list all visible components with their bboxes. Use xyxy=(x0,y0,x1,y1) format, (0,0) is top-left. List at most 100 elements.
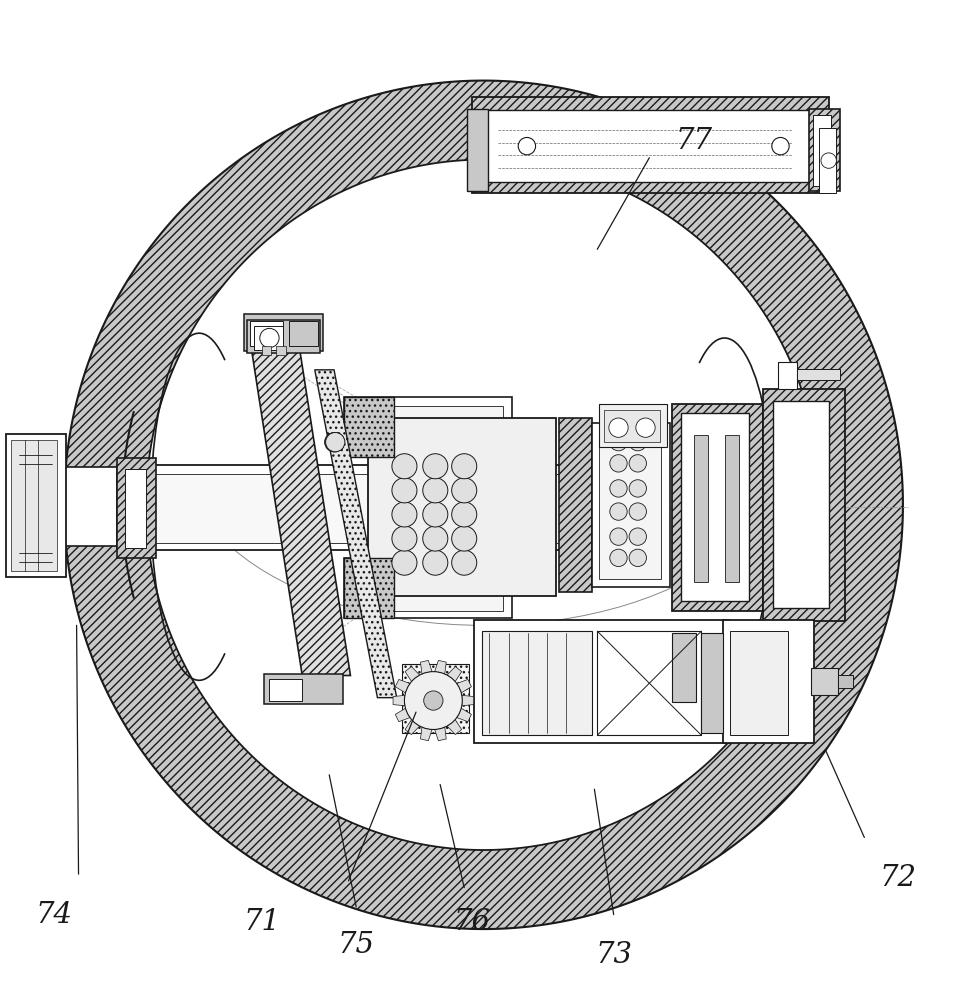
Circle shape xyxy=(630,455,647,472)
Circle shape xyxy=(452,550,477,575)
Circle shape xyxy=(630,503,647,520)
Text: 72: 72 xyxy=(880,864,917,892)
Polygon shape xyxy=(456,708,472,722)
Bar xyxy=(264,674,342,704)
Circle shape xyxy=(260,328,279,348)
Bar xyxy=(270,679,303,701)
Bar xyxy=(262,346,272,355)
Bar xyxy=(559,418,593,592)
Bar xyxy=(350,406,503,450)
Bar xyxy=(600,404,666,447)
Circle shape xyxy=(772,137,789,155)
Polygon shape xyxy=(64,81,903,929)
Bar xyxy=(809,109,840,191)
Circle shape xyxy=(518,137,536,155)
Bar xyxy=(484,110,811,182)
Bar xyxy=(343,397,513,457)
Bar xyxy=(11,440,57,571)
Bar xyxy=(467,109,488,191)
Polygon shape xyxy=(405,720,420,735)
Circle shape xyxy=(392,526,417,551)
Bar xyxy=(474,620,729,743)
Bar xyxy=(28,475,45,540)
Bar xyxy=(701,633,722,733)
Circle shape xyxy=(325,433,344,452)
Bar xyxy=(125,474,653,543)
Circle shape xyxy=(452,502,477,527)
Circle shape xyxy=(452,526,477,551)
Bar xyxy=(367,418,556,596)
Text: 73: 73 xyxy=(595,941,632,969)
Bar xyxy=(248,320,319,353)
Bar xyxy=(593,423,669,587)
Bar xyxy=(604,410,659,442)
Polygon shape xyxy=(421,660,432,674)
Circle shape xyxy=(452,454,477,479)
Bar xyxy=(724,435,739,582)
Bar xyxy=(671,404,763,611)
Text: 71: 71 xyxy=(244,908,280,936)
Circle shape xyxy=(610,480,628,497)
Polygon shape xyxy=(250,341,350,675)
Circle shape xyxy=(630,433,647,451)
Polygon shape xyxy=(396,679,410,693)
Bar xyxy=(125,469,146,548)
Bar xyxy=(681,413,748,601)
Polygon shape xyxy=(421,727,432,741)
Bar xyxy=(598,631,701,735)
Circle shape xyxy=(423,454,448,479)
Bar xyxy=(730,631,788,735)
Circle shape xyxy=(821,153,836,168)
Bar xyxy=(773,401,829,608)
Circle shape xyxy=(610,528,628,545)
Bar xyxy=(472,97,829,193)
Bar xyxy=(277,346,286,355)
Bar xyxy=(6,434,66,577)
Polygon shape xyxy=(447,667,461,682)
Circle shape xyxy=(423,550,448,575)
Polygon shape xyxy=(456,679,472,693)
Bar xyxy=(811,668,838,695)
Bar xyxy=(401,664,469,733)
Circle shape xyxy=(630,549,647,567)
Circle shape xyxy=(423,502,448,527)
Bar xyxy=(693,435,708,582)
Bar xyxy=(350,567,503,611)
Bar xyxy=(40,467,129,546)
Bar xyxy=(819,128,836,193)
Bar xyxy=(813,115,831,186)
Circle shape xyxy=(392,454,417,479)
Circle shape xyxy=(423,526,448,551)
Bar xyxy=(777,362,797,389)
Polygon shape xyxy=(447,720,461,735)
Bar xyxy=(254,326,283,350)
Circle shape xyxy=(392,550,417,575)
Bar xyxy=(117,458,156,558)
Text: 75: 75 xyxy=(337,931,375,959)
Polygon shape xyxy=(393,695,405,706)
Polygon shape xyxy=(396,708,410,722)
Bar xyxy=(482,631,593,735)
Circle shape xyxy=(610,549,628,567)
Bar xyxy=(763,389,845,621)
Circle shape xyxy=(423,478,448,503)
Circle shape xyxy=(452,478,477,503)
Bar xyxy=(250,321,283,346)
Bar xyxy=(797,369,840,380)
Circle shape xyxy=(392,478,417,503)
Bar xyxy=(343,558,394,618)
Text: 74: 74 xyxy=(36,901,73,929)
Circle shape xyxy=(325,433,344,452)
Text: 76: 76 xyxy=(454,908,490,936)
Circle shape xyxy=(392,502,417,527)
Circle shape xyxy=(630,528,647,545)
Circle shape xyxy=(610,455,628,472)
Bar xyxy=(671,633,695,702)
Circle shape xyxy=(424,691,443,710)
Bar xyxy=(289,321,317,346)
Bar xyxy=(343,397,394,457)
Circle shape xyxy=(610,503,628,520)
Text: 77: 77 xyxy=(675,127,713,155)
Polygon shape xyxy=(146,160,821,850)
Bar xyxy=(838,675,853,688)
